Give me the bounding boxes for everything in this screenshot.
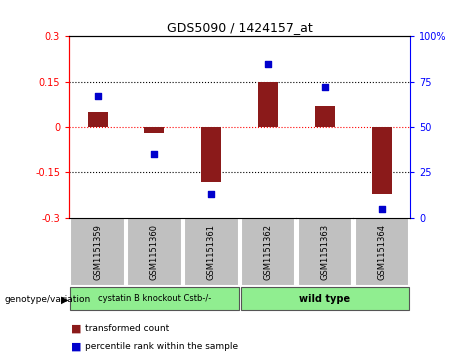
- Text: GSM1151359: GSM1151359: [93, 224, 102, 280]
- FancyBboxPatch shape: [298, 219, 352, 286]
- Text: ▶: ▶: [61, 294, 69, 305]
- Text: percentile rank within the sample: percentile rank within the sample: [85, 342, 238, 351]
- Point: [321, 84, 329, 90]
- Title: GDS5090 / 1424157_at: GDS5090 / 1424157_at: [167, 21, 313, 34]
- Point: [378, 206, 385, 212]
- Point: [94, 93, 101, 99]
- FancyBboxPatch shape: [184, 219, 239, 286]
- Bar: [201, 127, 221, 182]
- Bar: [144, 127, 165, 133]
- FancyBboxPatch shape: [70, 219, 125, 286]
- Text: GSM1151364: GSM1151364: [378, 224, 386, 280]
- Text: GSM1151362: GSM1151362: [264, 224, 272, 280]
- Text: ■: ■: [71, 323, 82, 334]
- Text: ■: ■: [71, 342, 82, 352]
- Bar: [315, 106, 335, 127]
- FancyBboxPatch shape: [241, 287, 409, 310]
- Text: GSM1151360: GSM1151360: [150, 224, 159, 280]
- FancyBboxPatch shape: [355, 219, 409, 286]
- Point: [207, 191, 215, 197]
- FancyBboxPatch shape: [70, 287, 239, 310]
- Bar: [372, 127, 392, 193]
- Text: cystatin B knockout Cstb-/-: cystatin B knockout Cstb-/-: [98, 294, 211, 303]
- Bar: [258, 82, 278, 127]
- Point: [151, 151, 158, 157]
- Text: transformed count: transformed count: [85, 324, 170, 333]
- Text: GSM1151361: GSM1151361: [207, 224, 216, 280]
- Bar: [88, 112, 107, 127]
- Point: [265, 61, 272, 66]
- Text: wild type: wild type: [300, 294, 350, 303]
- FancyBboxPatch shape: [241, 219, 296, 286]
- Text: GSM1151363: GSM1151363: [320, 224, 330, 280]
- FancyBboxPatch shape: [127, 219, 182, 286]
- Text: genotype/variation: genotype/variation: [5, 295, 91, 304]
